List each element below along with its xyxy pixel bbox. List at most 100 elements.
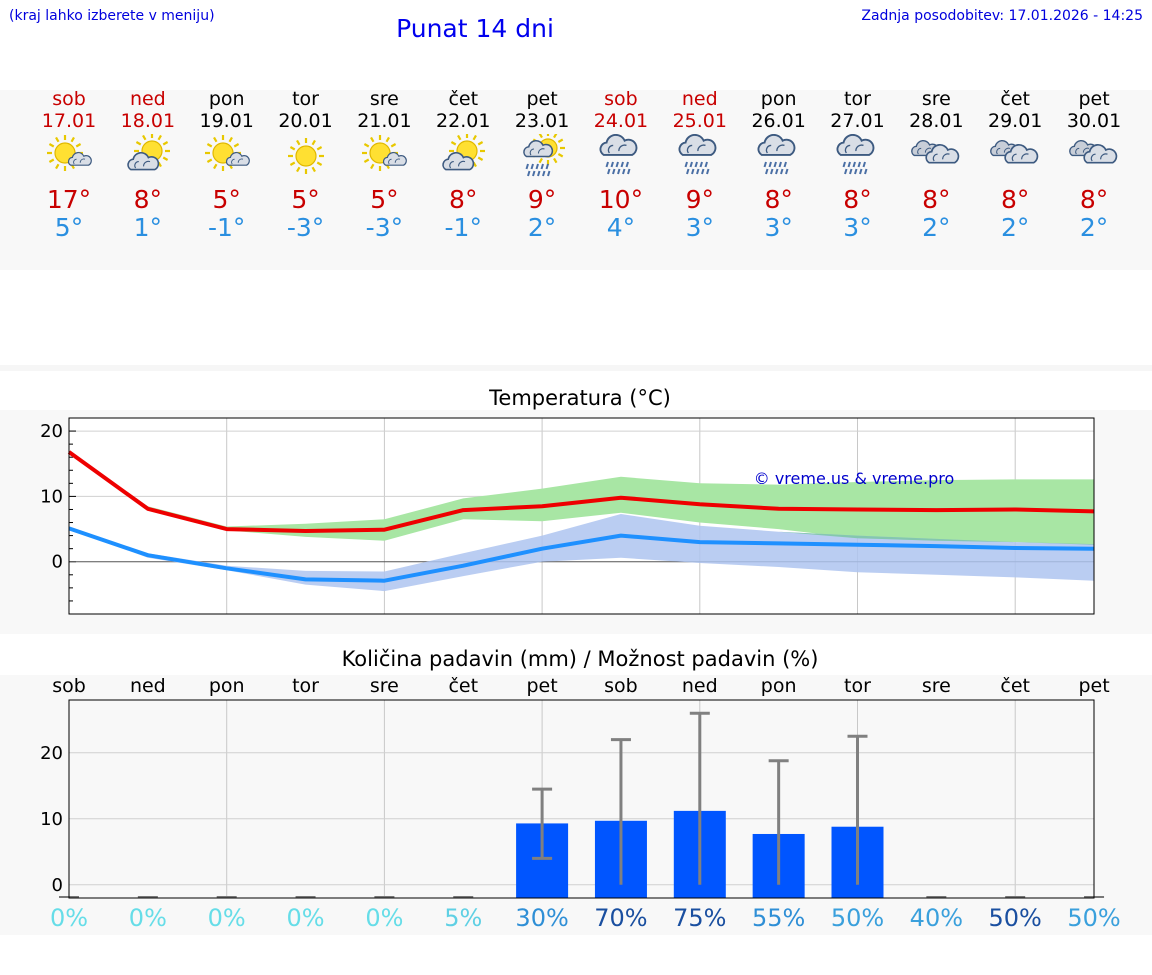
- precipitation-day-label: tor: [844, 675, 871, 697]
- day-column: sob 17.01 17° 5°: [30, 88, 108, 242]
- day-column: pon 19.01 5° -1°: [188, 88, 266, 242]
- day-name: sre: [369, 88, 399, 110]
- min-temperature: 3°: [764, 213, 793, 242]
- max-temperature: 8°: [133, 185, 163, 214]
- daily-forecast-band: [0, 90, 1152, 270]
- max-temperature: 8°: [922, 185, 951, 214]
- day-date: 30.01: [1066, 110, 1122, 132]
- day-date: 20.01: [278, 110, 333, 132]
- sun-cloud-icon: [199, 134, 255, 182]
- plot-frame: [68, 699, 1095, 899]
- day-column: čet 22.01 8° -1°: [424, 88, 502, 242]
- day-name: pet: [526, 88, 558, 110]
- y-tick-label: 10: [40, 809, 63, 830]
- min-temperature: -3°: [365, 213, 404, 242]
- day-name: sob: [604, 88, 638, 110]
- precipitation-day-label: ned: [681, 675, 718, 697]
- precipitation-probability: 0%: [128, 904, 167, 932]
- sun-cloud-rain-icon: [514, 134, 570, 182]
- min-temperature: -1°: [207, 213, 246, 242]
- max-range-band: [69, 452, 1094, 545]
- day-column: ned 18.01 8° 1°: [109, 88, 187, 242]
- precipitation-day-label: sre: [369, 675, 399, 697]
- day-name: ned: [681, 88, 718, 110]
- precipitation-probability: 50%: [988, 904, 1042, 932]
- min-temperature: 4°: [606, 213, 636, 242]
- cloud-rain-icon: [751, 134, 807, 182]
- day-column: sre 21.01 5° -3°: [345, 88, 423, 242]
- precipitation-day-label: tor: [292, 675, 319, 697]
- min-temperature-line: [68, 526, 1095, 583]
- cloud-sun-icon: [435, 134, 491, 182]
- precipitation-chart: 0 10 20: [40, 699, 1105, 899]
- max-temperature: 17°: [46, 185, 92, 214]
- min-range-band: [69, 514, 1094, 592]
- day-column: pet 30.01 8° 2°: [1055, 88, 1133, 242]
- precipitation-day-label: pet: [1078, 675, 1110, 697]
- plot-area: [69, 700, 1094, 898]
- sun-cloud-icon: [41, 134, 97, 182]
- precipitation-probability: 55%: [751, 904, 806, 932]
- min-temperature: 5°: [54, 213, 84, 242]
- day-date: 27.01: [830, 110, 885, 132]
- day-date: 28.01: [909, 110, 964, 132]
- min-temperature: 3°: [843, 213, 872, 242]
- day-date: 25.01: [672, 110, 727, 132]
- max-temperature: 8°: [449, 185, 478, 214]
- precipitation-day-label: pon: [208, 675, 245, 697]
- watermark: © vreme.us & vreme.pro: [754, 469, 955, 488]
- precipitation-probability: 0%: [207, 904, 246, 932]
- day-name: čet: [1000, 88, 1030, 110]
- precipitation-chart-title: Količina padavin (mm) / Možnost padavin …: [341, 647, 819, 671]
- last-update-label: Zadnja posodobitev: 17.01.2026 - 14:25: [861, 8, 1143, 24]
- day-column: sre 28.01 8° 2°: [897, 88, 975, 242]
- day-date: 21.01: [357, 110, 412, 132]
- min-temperature: 3°: [685, 213, 714, 242]
- max-temperature: 5°: [291, 185, 320, 214]
- y-tick-label: 20: [40, 421, 63, 442]
- min-temperature: -3°: [286, 213, 325, 242]
- clouds-icon: [987, 134, 1043, 182]
- precipitation-day-label: čet: [448, 675, 479, 697]
- precipitation-probability: 0%: [286, 904, 325, 932]
- day-name: sob: [52, 88, 86, 110]
- clouds-icon: [908, 134, 964, 182]
- section-divider: [0, 365, 1152, 371]
- precipitation-day-label: čet: [1000, 675, 1030, 697]
- max-temperature: 9°: [685, 185, 714, 214]
- day-name: tor: [292, 88, 319, 110]
- min-temperature: -1°: [444, 213, 482, 242]
- precipitation-day-label: pet: [526, 675, 558, 697]
- min-temperature: 2°: [1079, 213, 1109, 242]
- precipitation-day-label: ned: [129, 675, 166, 697]
- day-name: pon: [760, 88, 797, 110]
- precipitation-probability: 70%: [594, 904, 648, 932]
- day-column: sob 24.01 10° 4°: [582, 88, 660, 242]
- day-date: 24.01: [593, 110, 649, 132]
- precipitation-probability: 75%: [673, 904, 727, 932]
- min-temperature: 1°: [133, 213, 163, 242]
- precipitation-probability: 0%: [365, 904, 404, 932]
- y-tick-label: 20: [40, 743, 63, 764]
- day-column: tor 27.01 8° 3°: [819, 88, 897, 242]
- y-tick-label: 0: [52, 552, 63, 573]
- day-name: čet: [448, 88, 479, 110]
- y-tick-label: 0: [52, 875, 63, 896]
- clouds-icon: [1066, 134, 1122, 182]
- day-name: ned: [129, 88, 166, 110]
- precipitation-day-label: sob: [52, 675, 86, 697]
- cloud-sun-icon: [120, 134, 176, 182]
- day-date: 17.01: [41, 110, 97, 132]
- day-name: pon: [208, 88, 245, 110]
- max-temperature: 8°: [1000, 185, 1030, 214]
- page-title: Punat 14 dni: [396, 14, 554, 43]
- day-column: čet 29.01 8° 2°: [976, 88, 1054, 242]
- cloud-rain-icon: [830, 134, 886, 182]
- max-temperature: 9°: [527, 185, 557, 214]
- precipitation-probability: 40%: [909, 904, 964, 932]
- max-temperature: 8°: [1079, 185, 1109, 214]
- min-temperature: 2°: [527, 213, 557, 242]
- day-column: ned 25.01 9° 3°: [661, 88, 739, 242]
- day-column: pon 26.01 8° 3°: [740, 88, 818, 242]
- location-menu-hint[interactable]: (kraj lahko izberete v meniju): [9, 8, 215, 24]
